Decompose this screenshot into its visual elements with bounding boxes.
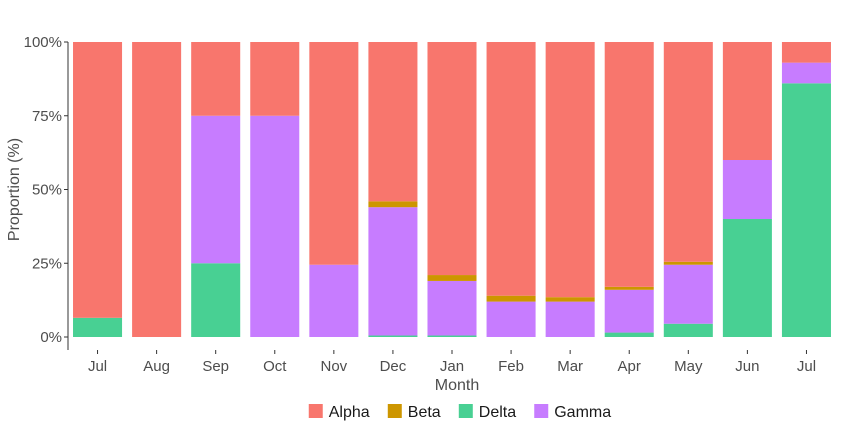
y-axis-title: Proportion (%) — [6, 138, 23, 241]
x-tick-label: Jul — [797, 358, 816, 375]
bar-segment-gamma-5 — [309, 264, 359, 337]
bar-segment-delta-1 — [73, 317, 123, 337]
bar-segment-beta-6 — [368, 201, 418, 208]
x-tick-label: Apr — [618, 358, 641, 375]
bars-layer — [73, 42, 831, 337]
bar-segment-alpha-4 — [250, 42, 300, 116]
bar-segment-gamma-6 — [368, 207, 418, 336]
x-tick-label: Jul — [88, 358, 107, 375]
bar-segment-alpha-3 — [191, 42, 241, 116]
bar-segment-beta-8 — [486, 295, 536, 302]
y-axis: 0% 25% 50% 75% 100% — [24, 34, 68, 346]
x-tick-label: Mar — [557, 358, 583, 375]
bar-segment-alpha-2 — [132, 42, 182, 337]
y-tick-label: 100% — [24, 34, 62, 51]
bar-segment-alpha-5 — [309, 42, 359, 265]
bar-segment-gamma-8 — [486, 301, 536, 337]
legend-swatch-beta — [387, 404, 402, 418]
legend-swatch-delta — [458, 404, 473, 418]
bar-segment-alpha-9 — [545, 42, 595, 298]
bar-segment-alpha-11 — [663, 42, 713, 262]
bar-segment-alpha-6 — [368, 42, 418, 202]
legend-label-alpha: Alpha — [329, 404, 370, 421]
bar-segment-beta-10 — [604, 286, 654, 290]
bar-segment-delta-11 — [663, 323, 713, 337]
bar-segment-delta-13 — [781, 83, 831, 337]
bar-segment-gamma-13 — [781, 62, 831, 84]
bar-segment-gamma-9 — [545, 301, 595, 337]
bar-segment-gamma-3 — [191, 115, 241, 264]
legend: Alpha Beta Delta Gamma — [308, 404, 611, 421]
legend-label-delta: Delta — [479, 404, 516, 421]
legend-label-gamma: Gamma — [554, 404, 611, 421]
bar-segment-gamma-4 — [250, 115, 300, 337]
bar-segment-alpha-10 — [604, 42, 654, 287]
bar-segment-beta-9 — [545, 297, 595, 302]
x-tick-label: Nov — [321, 358, 348, 375]
bar-segment-gamma-7 — [427, 280, 477, 336]
bar-segment-alpha-12 — [722, 42, 772, 160]
legend-swatch-gamma — [534, 404, 549, 418]
legend-label-beta: Beta — [408, 404, 441, 421]
bar-segment-delta-7 — [427, 335, 477, 337]
bar-segment-alpha-8 — [486, 42, 536, 296]
bar-segment-alpha-13 — [781, 42, 831, 63]
bar-segment-delta-6 — [368, 335, 418, 337]
x-tick-label: Oct — [263, 358, 287, 375]
x-tick-label: May — [674, 358, 703, 375]
bar-segment-delta-3 — [191, 263, 241, 337]
y-tick-label: 0% — [40, 329, 62, 346]
x-axis: Jul Aug Sep Oct Nov Dec Jan Feb Mar Apr May Jun Jul — [88, 350, 816, 375]
y-tick-label: 50% — [32, 182, 62, 199]
x-tick-label: Feb — [498, 358, 524, 375]
bar-segment-gamma-12 — [722, 160, 772, 219]
bar-segment-delta-10 — [604, 332, 654, 337]
x-axis-title: Month — [435, 377, 479, 394]
bar-segment-beta-7 — [427, 275, 477, 281]
bar-segment-delta-12 — [722, 219, 772, 337]
x-tick-label: Jan — [440, 358, 464, 375]
y-tick-label: 25% — [32, 255, 62, 272]
bar-segment-alpha-7 — [427, 42, 477, 276]
x-tick-label: Sep — [202, 358, 229, 375]
y-tick-label: 75% — [32, 108, 62, 125]
x-tick-label: Jun — [735, 358, 759, 375]
x-tick-label: Aug — [143, 358, 170, 375]
x-tick-label: Dec — [380, 358, 407, 375]
legend-swatch-alpha — [308, 404, 323, 418]
bar-segment-gamma-10 — [604, 289, 654, 333]
bar-segment-alpha-1 — [73, 42, 123, 318]
bar-segment-gamma-11 — [663, 264, 713, 324]
bar-segment-beta-11 — [663, 261, 713, 265]
